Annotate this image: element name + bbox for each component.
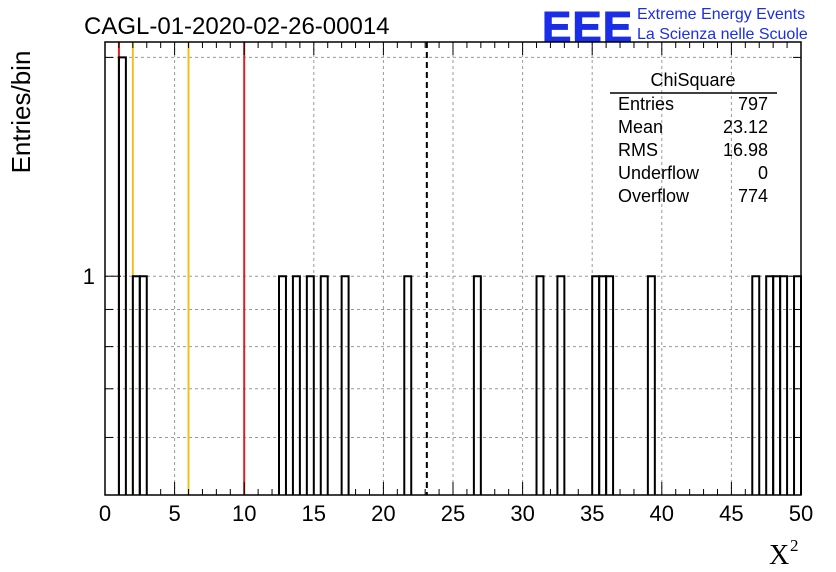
stats-box: ChiSquare Entries 797 Mean 23.12 RMS 16.…: [610, 70, 777, 206]
histogram-bar: [472, 275, 482, 495]
eee-logo: EEE Extreme Energy Events La Scienza nel…: [542, 3, 808, 53]
x-tick-label: 0: [99, 501, 111, 526]
stats-value-rms: 16.98: [723, 140, 768, 160]
histogram-bar: [291, 275, 301, 495]
histogram-bar: [403, 275, 413, 495]
reference-lines: [117, 42, 428, 495]
stats-label-entries: Entries: [618, 94, 674, 114]
stats-value-underflow: 0: [758, 163, 768, 183]
histogram-bar: [138, 275, 148, 495]
stats-label-overflow: Overflow: [618, 186, 690, 206]
stats-value-entries: 797: [738, 94, 768, 114]
x-tick-label: 20: [371, 501, 395, 526]
stats-value-mean: 23.12: [723, 117, 768, 137]
logo-line1: Extreme Energy Events: [637, 6, 805, 23]
stats-label-underflow: Underflow: [618, 163, 700, 183]
histogram-bar: [751, 275, 761, 495]
x-tick-label: 30: [510, 501, 534, 526]
x-tick-label: 25: [441, 501, 465, 526]
x-axis-label-superscript: 2: [790, 536, 799, 555]
x-tick-label: 35: [580, 501, 604, 526]
histogram-bar: [340, 275, 350, 495]
histogram-bar: [646, 275, 656, 495]
x-tick-label: 10: [232, 501, 256, 526]
x-tick-label: 40: [650, 501, 674, 526]
stats-label-rms: RMS: [618, 140, 658, 160]
x-axis-label: X 2: [769, 536, 799, 571]
histogram-bar: [535, 275, 545, 495]
y-tick-label: 1: [83, 264, 95, 289]
x-tick-label: 5: [168, 501, 180, 526]
logo-line2: La Scienza nelle Scuole: [637, 26, 808, 43]
y-ticks: 1: [83, 56, 801, 438]
stats-value-overflow: 774: [738, 186, 768, 206]
eee-logo-text: EEE: [542, 3, 633, 52]
histogram-bar: [605, 275, 615, 495]
x-ticks: 0 5 10 15 20 25 30 35 40 45 50: [99, 42, 813, 526]
histogram-bar: [305, 275, 315, 495]
x-tick-label: 50: [789, 501, 813, 526]
grid: [105, 42, 801, 495]
y-axis-label: Entries/bin: [6, 51, 36, 174]
stats-title: ChiSquare: [650, 70, 735, 90]
x-tick-label: 15: [302, 501, 326, 526]
histogram-bar: [278, 275, 287, 495]
histogram-bar: [779, 275, 789, 495]
x-tick-label: 45: [719, 501, 743, 526]
histogram-bar: [319, 275, 329, 495]
x-axis-label-base: X: [769, 540, 789, 571]
histogram-bar: [556, 275, 566, 495]
stats-label-mean: Mean: [618, 117, 663, 137]
chart-title: CAGL-01-2020-02-26-00014: [84, 13, 390, 40]
